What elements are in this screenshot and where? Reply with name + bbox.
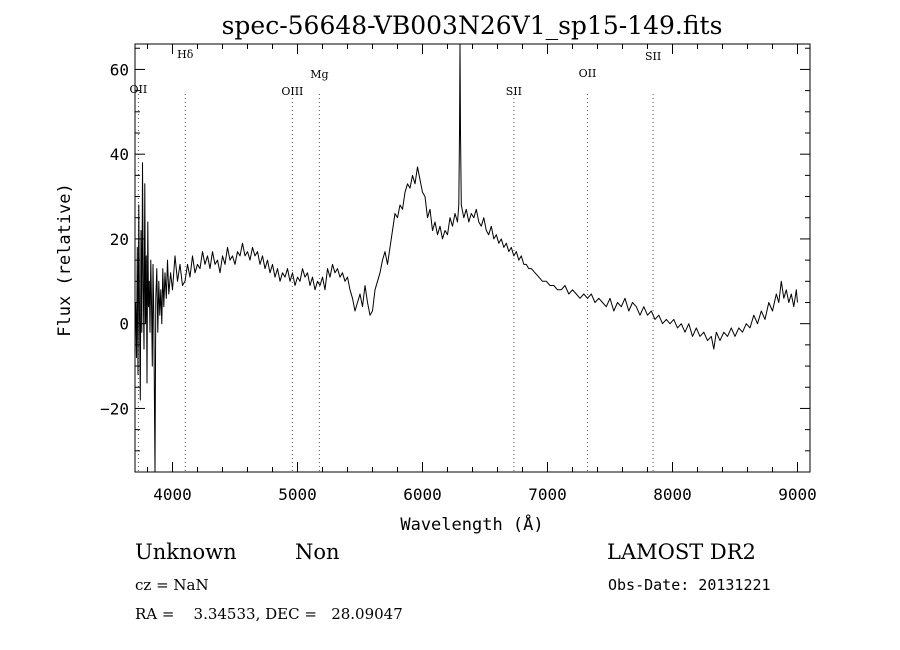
y-tick-label: 40 <box>110 145 129 164</box>
subclass-label: Non <box>295 540 340 564</box>
obs-date-label: Obs-Date: 20131221 <box>608 576 771 594</box>
x-tick-label: 4000 <box>153 485 192 504</box>
redshift-label: cz = NaN <box>135 576 209 594</box>
line-marker-label: SII <box>645 50 661 63</box>
spectrum-series <box>135 44 798 472</box>
line-marker-label: OII <box>579 67 597 80</box>
coordinates-label: RA = 3.34533, DEC = 28.09047 <box>135 605 403 623</box>
line-marker-label: Mg <box>310 68 328 81</box>
y-tick-label: −20 <box>100 399 129 418</box>
x-tick-label: 9000 <box>778 485 817 504</box>
y-tick-label: 60 <box>110 60 129 79</box>
x-tick-label: 5000 <box>278 485 317 504</box>
line-marker-label: OII <box>130 83 148 96</box>
line-marker-label: Hδ <box>177 48 194 61</box>
spectrum-line <box>135 44 798 472</box>
chart-title: spec-56648-VB003N26V1_sp15-149.fits <box>222 11 723 40</box>
y-tick-label: 0 <box>119 315 129 334</box>
y-tick-label: 20 <box>110 230 129 249</box>
x-tick-label: 7000 <box>528 485 567 504</box>
class-label: Unknown <box>135 540 237 564</box>
y-axis-label: Flux (relative) <box>55 183 75 337</box>
emission-line-markers: OII Hδ OIII Mg SII OII SII <box>130 48 661 472</box>
plot-axes: 4000 5000 6000 7000 8000 9000 −20 0 20 40 60 <box>100 43 817 504</box>
x-axis-label: Wavelength (Å) <box>400 513 543 535</box>
survey-label: LAMOST DR2 <box>607 540 756 564</box>
line-marker-label: OIII <box>281 85 303 98</box>
line-marker-label: SII <box>506 85 522 98</box>
x-tick-label: 8000 <box>653 485 692 504</box>
x-tick-label: 6000 <box>403 485 442 504</box>
